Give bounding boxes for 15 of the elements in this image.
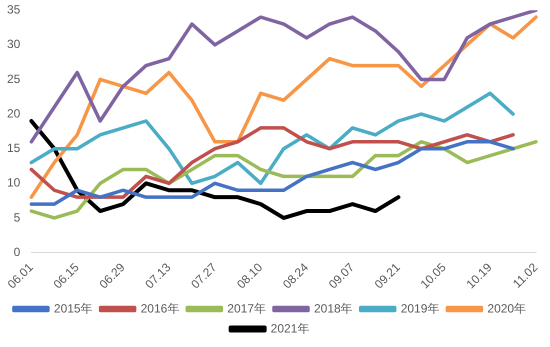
legend-label: 2020年 [487,301,526,316]
y-tick-label: 20 [6,106,21,120]
legend-label: 2016年 [140,301,180,316]
y-tick-label: 30 [6,37,21,52]
y-tick-label: 0 [14,244,21,259]
y-tick-label: 25 [6,72,21,86]
y-tick-label: 35 [6,2,21,17]
y-tick-label: 10 [6,176,21,190]
legend-label: 2021年 [270,321,310,336]
legend-label: 2015年 [54,301,93,316]
y-tick-label: 15 [6,141,21,156]
legend-label: 2019年 [400,301,440,316]
y-tick-label: 5 [14,210,21,224]
legend-label: 2017年 [227,301,266,316]
legend-label: 2018年 [314,301,353,316]
